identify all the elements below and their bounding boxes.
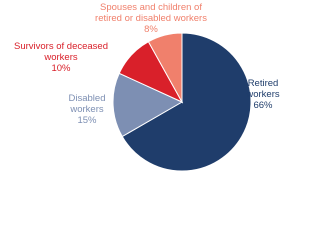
value-label: 10%: [51, 63, 71, 74]
category-label: Disabled workers: [68, 93, 106, 115]
value-label: 15%: [77, 115, 97, 126]
category-label: Survivors of deceased workers: [14, 41, 108, 63]
category-label: Retired workers: [246, 78, 280, 100]
pie-slice: [112, 72, 184, 138]
pie: [112, 32, 252, 172]
pie-slice: [121, 32, 252, 172]
value-label: 8%: [144, 24, 158, 35]
slice-label: Disabled workers 15%: [62, 93, 112, 126]
slice-label: Survivors of deceased workers 10%: [0, 41, 122, 74]
category-label: Spouses and children of retired or disab…: [95, 2, 207, 24]
chart: Retired workers 66% Disabled workers 15% Sur…: [0, 2, 288, 172]
slice-label: Spouses and children of retired or disab…: [92, 2, 210, 35]
value-label: 66%: [253, 100, 273, 111]
pie-slice: [147, 32, 183, 104]
slice-label: Retired workers 66%: [238, 78, 288, 111]
